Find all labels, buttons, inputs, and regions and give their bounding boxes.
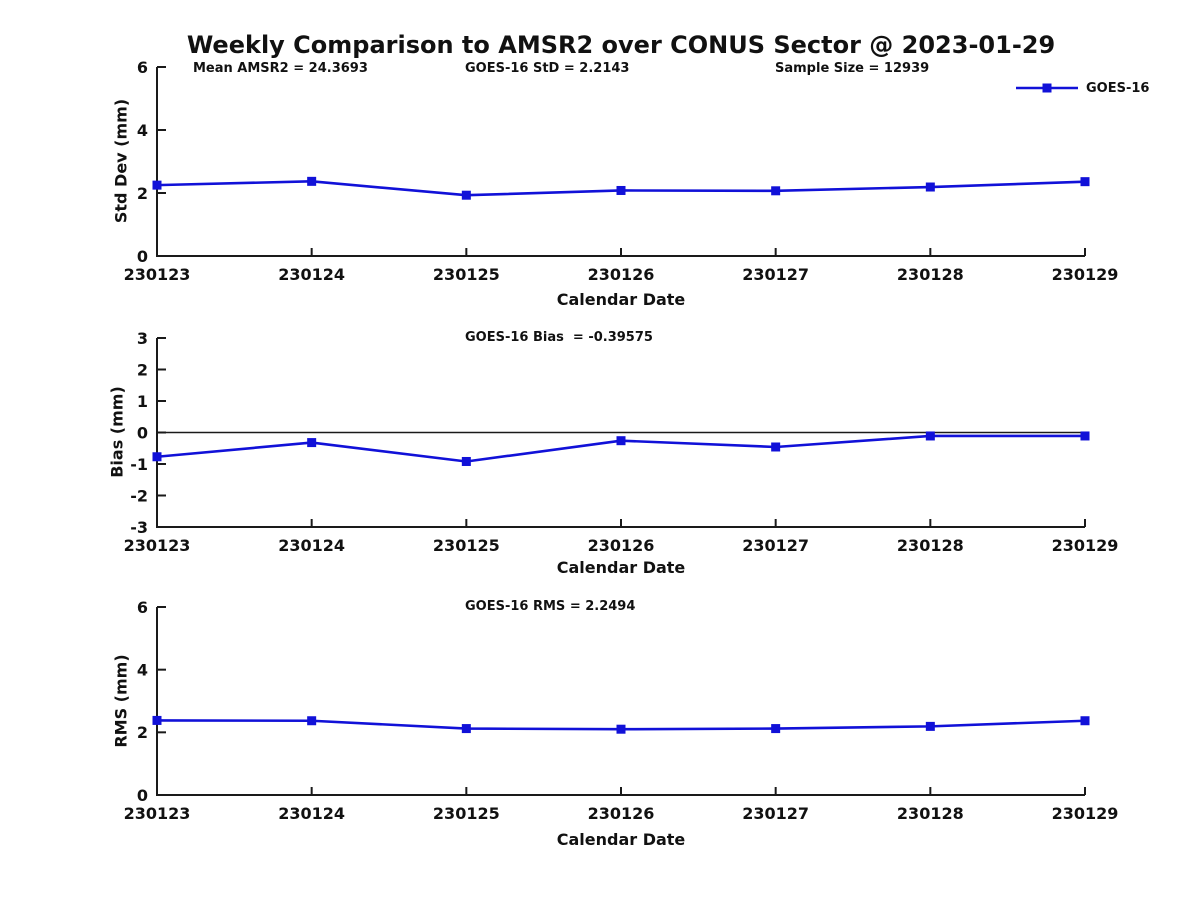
data-point-marker bbox=[1080, 431, 1090, 441]
x-axis-label-subplot3: Calendar Date bbox=[556, 830, 686, 849]
data-point-marker bbox=[307, 716, 317, 726]
data-point-marker bbox=[461, 724, 471, 734]
x-tick-label: 230125 bbox=[433, 536, 500, 555]
x-tick-label: 230124 bbox=[278, 536, 345, 555]
data-point-marker bbox=[616, 185, 626, 195]
x-tick-label: 230127 bbox=[742, 265, 809, 284]
x-tick-label: 230128 bbox=[897, 265, 964, 284]
y-axis-label-stddev: Std Dev (mm) bbox=[111, 98, 131, 224]
data-point-marker bbox=[152, 180, 162, 190]
y-tick-label: 0 bbox=[137, 247, 148, 266]
data-point-marker bbox=[307, 438, 317, 448]
x-tick-label: 230129 bbox=[1052, 265, 1119, 284]
y-tick-label: 2 bbox=[137, 723, 148, 742]
data-point-marker bbox=[461, 456, 471, 466]
x-tick-label: 230128 bbox=[897, 536, 964, 555]
data-point-marker bbox=[925, 721, 935, 731]
x-axis-label-subplot2: Calendar Date bbox=[556, 558, 686, 577]
x-tick-label: 230123 bbox=[124, 265, 191, 284]
y-tick-label: -1 bbox=[130, 455, 148, 474]
x-tick-label: 230123 bbox=[124, 536, 191, 555]
y-axis-label-rms: RMS (mm) bbox=[111, 654, 131, 748]
x-tick-label: 230125 bbox=[433, 265, 500, 284]
y-tick-label: 0 bbox=[137, 786, 148, 805]
x-tick-label: 230124 bbox=[278, 265, 345, 284]
y-tick-label: 3 bbox=[137, 329, 148, 348]
annotation-mean-amsr2: Mean AMSR2 = 24.3693 bbox=[193, 61, 368, 76]
x-tick-label: 230129 bbox=[1052, 536, 1119, 555]
legend-label: GOES-16 bbox=[1086, 81, 1150, 96]
y-axis-label-bias: Bias (mm) bbox=[107, 386, 127, 478]
data-point-marker bbox=[925, 182, 935, 192]
data-point-marker bbox=[152, 715, 162, 725]
x-tick-label: 230126 bbox=[588, 536, 655, 555]
y-tick-label: 0 bbox=[137, 423, 148, 442]
annotation-goes16-rms: GOES-16 RMS = 2.2494 bbox=[465, 599, 636, 614]
data-point-marker bbox=[461, 190, 471, 200]
data-point-marker bbox=[1080, 177, 1090, 187]
x-tick-label: 230128 bbox=[897, 804, 964, 823]
legend-marker bbox=[1042, 83, 1052, 93]
data-point-marker bbox=[1080, 716, 1090, 726]
x-tick-label: 230127 bbox=[742, 536, 809, 555]
x-tick-label: 230123 bbox=[124, 804, 191, 823]
data-point-marker bbox=[616, 724, 626, 734]
y-tick-label: -3 bbox=[130, 518, 148, 537]
data-point-marker bbox=[771, 186, 781, 196]
data-point-marker bbox=[307, 176, 317, 186]
x-axis-label-subplot1: Calendar Date bbox=[556, 290, 686, 309]
data-point-marker bbox=[925, 431, 935, 441]
y-tick-label: 2 bbox=[137, 184, 148, 203]
data-point-marker bbox=[771, 724, 781, 734]
data-point-marker bbox=[616, 436, 626, 446]
x-tick-label: 230125 bbox=[433, 804, 500, 823]
y-tick-label: 4 bbox=[137, 660, 148, 679]
figure-title: Weekly Comparison to AMSR2 over CONUS Se… bbox=[186, 31, 1056, 59]
annotation-goes16-bias: GOES-16 Bias = -0.39575 bbox=[465, 330, 653, 345]
x-tick-label: 230124 bbox=[278, 804, 345, 823]
annotation-sample-size: Sample Size = 12939 bbox=[775, 61, 930, 76]
y-tick-label: 6 bbox=[137, 598, 148, 617]
y-tick-label: 2 bbox=[137, 360, 148, 379]
x-tick-label: 230127 bbox=[742, 804, 809, 823]
x-tick-label: 230129 bbox=[1052, 804, 1119, 823]
y-tick-label: 4 bbox=[137, 121, 148, 140]
x-tick-label: 230126 bbox=[588, 804, 655, 823]
y-tick-label: -2 bbox=[130, 486, 148, 505]
data-point-marker bbox=[771, 442, 781, 452]
x-tick-label: 230126 bbox=[588, 265, 655, 284]
y-tick-label: 6 bbox=[137, 58, 148, 77]
data-point-marker bbox=[152, 452, 162, 462]
y-tick-label: 1 bbox=[137, 392, 148, 411]
annotation-goes16-std: GOES-16 StD = 2.2143 bbox=[465, 61, 630, 76]
